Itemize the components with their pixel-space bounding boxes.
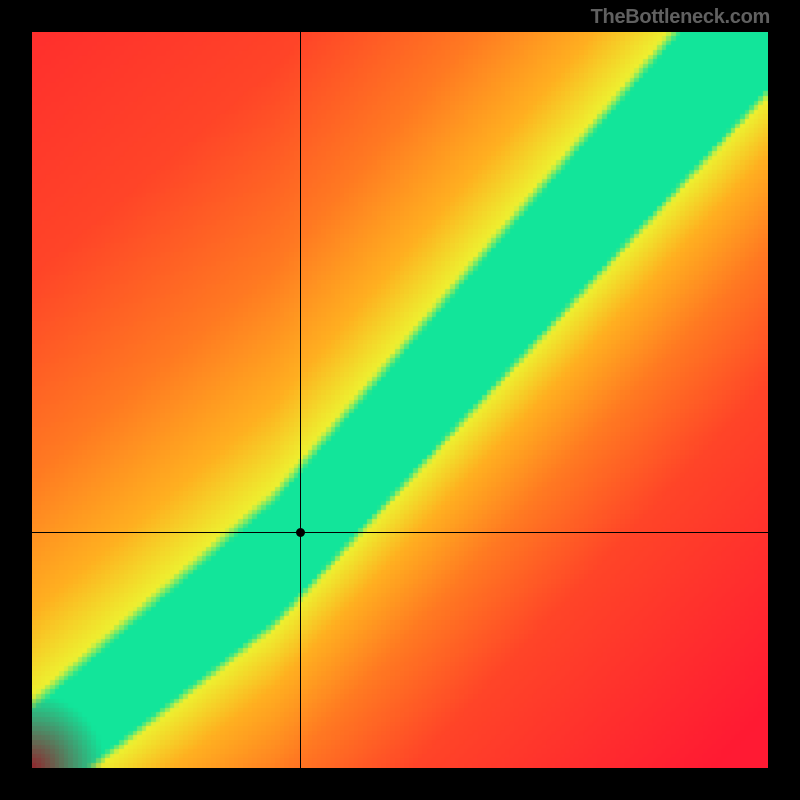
- heatmap-plot: [32, 32, 768, 768]
- crosshair-horizontal: [32, 532, 768, 533]
- chart-container: TheBottleneck.com: [0, 0, 800, 800]
- watermark-text: TheBottleneck.com: [591, 6, 770, 29]
- crosshair-vertical: [300, 32, 301, 768]
